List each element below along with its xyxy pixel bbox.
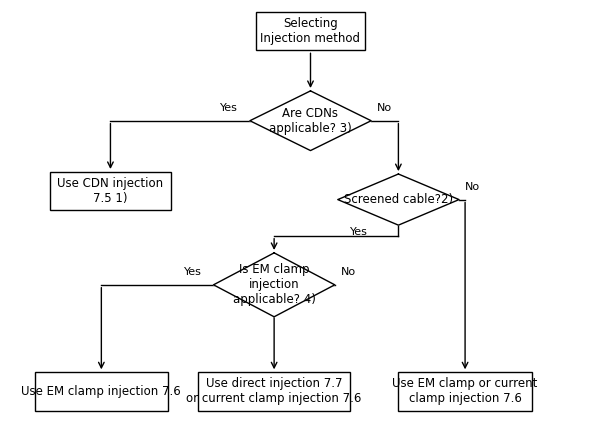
Polygon shape	[250, 91, 371, 151]
Text: Are CDNs
applicable? 3): Are CDNs applicable? 3)	[269, 107, 352, 135]
Text: Yes: Yes	[350, 227, 368, 237]
Text: Is EM clamp
injection
applicable? 4): Is EM clamp injection applicable? 4)	[232, 263, 315, 306]
Text: Screened cable?2): Screened cable?2)	[344, 193, 453, 206]
Text: Use direct injection 7.7
or current clamp injection 7.6: Use direct injection 7.7 or current clam…	[186, 378, 362, 405]
Text: Use EM clamp or current
clamp injection 7.6: Use EM clamp or current clamp injection …	[392, 378, 538, 405]
Text: Use CDN injection
7.5 1): Use CDN injection 7.5 1)	[57, 177, 164, 205]
Polygon shape	[213, 253, 335, 317]
FancyBboxPatch shape	[34, 372, 168, 411]
FancyBboxPatch shape	[256, 12, 365, 50]
Text: No: No	[465, 182, 480, 192]
Text: Selecting
Injection method: Selecting Injection method	[261, 17, 360, 45]
Polygon shape	[338, 174, 459, 225]
Text: Yes: Yes	[183, 267, 201, 277]
Text: Use EM clamp injection 7.6: Use EM clamp injection 7.6	[22, 385, 181, 398]
Text: No: No	[377, 103, 392, 113]
FancyBboxPatch shape	[199, 372, 350, 411]
FancyBboxPatch shape	[50, 172, 171, 210]
Text: No: No	[341, 267, 356, 277]
FancyBboxPatch shape	[399, 372, 532, 411]
Text: Yes: Yes	[220, 103, 238, 113]
